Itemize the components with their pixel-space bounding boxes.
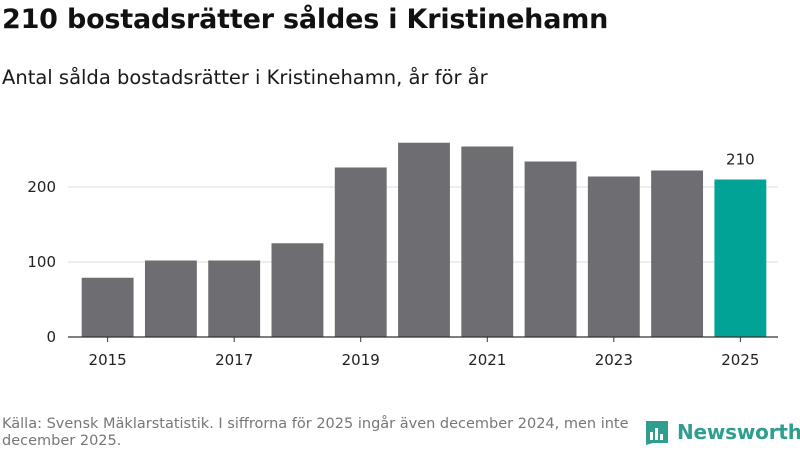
x-tick-label-2025: 2025 <box>721 351 759 369</box>
x-tick-label-2023: 2023 <box>595 351 633 369</box>
bars <box>81 142 767 338</box>
bar-2024[interactable] <box>651 170 704 338</box>
x-tick-label-2017: 2017 <box>215 351 253 369</box>
bar-chart-logo-icon <box>646 421 668 445</box>
bar-2022[interactable] <box>524 161 577 338</box>
bar-2016[interactable] <box>144 260 197 338</box>
y-tick-label-0: 0 <box>46 328 56 346</box>
bar-2019[interactable] <box>334 167 387 338</box>
x-tick-label-2015: 2015 <box>89 351 127 369</box>
bar-2021[interactable] <box>461 146 514 338</box>
bar-2020[interactable] <box>398 142 450 337</box>
bar-2017[interactable] <box>208 260 261 338</box>
bar-2023[interactable] <box>587 176 640 338</box>
bar-2018[interactable] <box>271 243 324 337</box>
y-tick-label-100: 100 <box>27 253 56 271</box>
brand-name: Newsworthy <box>677 420 800 444</box>
chart-title: 210 bostadsrätter såldes i Kristinehamn <box>2 4 609 35</box>
bar-2025[interactable] <box>714 179 767 338</box>
chart-subtitle: Antal sålda bostadsrätter i Kristinehamn… <box>2 66 488 89</box>
source-note: Källa: Svensk Mäklarstatistik. I siffror… <box>2 416 629 449</box>
brand-logo[interactable]: Newsworthy <box>644 419 800 445</box>
x-tick-label-2021: 2021 <box>468 351 506 369</box>
data-label-2025: 210 <box>726 151 755 169</box>
bar-2015[interactable] <box>81 277 134 337</box>
y-tick-label-200: 200 <box>27 178 56 196</box>
x-tick-label-2019: 2019 <box>342 351 380 369</box>
chart-labels: 0 100 200 210 2015 2017 2019 2021 2023 2025 <box>27 151 778 369</box>
